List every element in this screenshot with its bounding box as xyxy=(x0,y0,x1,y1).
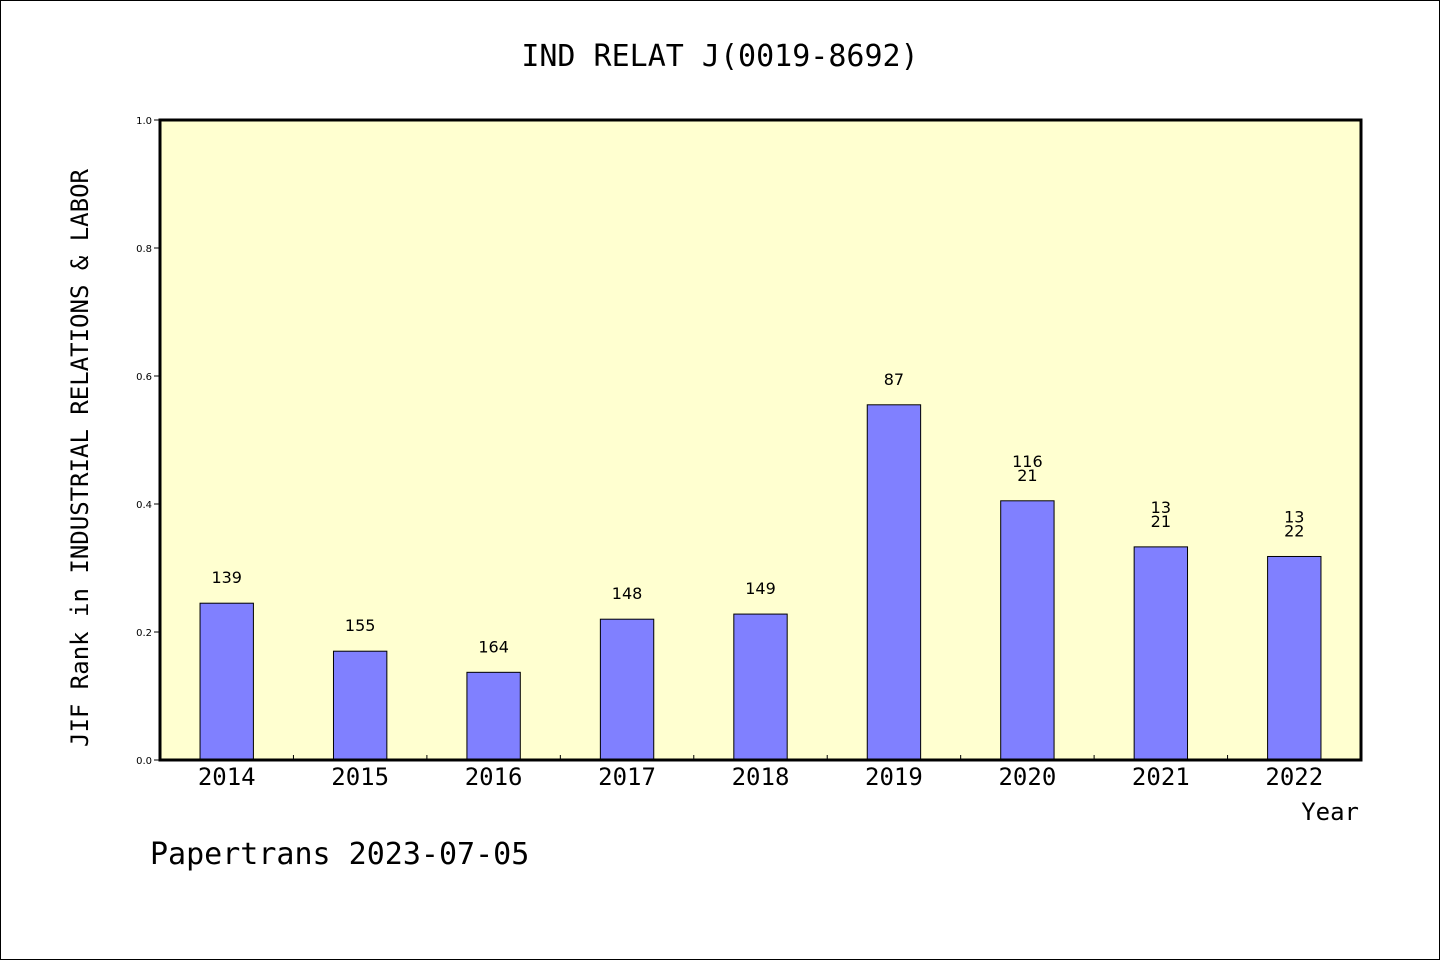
x-tick-label: 2021 xyxy=(1132,763,1190,791)
bar-2014 xyxy=(199,602,254,761)
bar-2017 xyxy=(599,618,655,761)
data-label: 13 xyxy=(1151,498,1171,517)
x-tick-label: 2014 xyxy=(198,763,256,791)
data-label: 155 xyxy=(345,616,376,635)
data-label: 21 xyxy=(1017,466,1037,485)
y-tick-label: 0.6 xyxy=(136,372,152,383)
y-tick-label: 0.0 xyxy=(136,756,152,767)
y-axis-label: JIF Rank in INDUSTRIAL RELATIONS & LABOR xyxy=(66,168,94,747)
data-label: 22 xyxy=(1284,521,1304,540)
x-tick-label: 2020 xyxy=(998,763,1056,791)
bar-2021 xyxy=(1133,546,1189,761)
bar-2019 xyxy=(866,404,922,761)
y-tick-label: 0.2 xyxy=(136,628,152,639)
x-tick-label: 2018 xyxy=(732,763,790,791)
bar-2016 xyxy=(466,671,521,761)
x-axis-label: Year xyxy=(1301,798,1359,826)
chart-title: IND RELAT J(0019-8692) xyxy=(521,39,918,74)
plot-border xyxy=(158,118,1363,762)
y-tick-label: 1.0 xyxy=(136,116,152,127)
data-label: 148 xyxy=(612,584,643,603)
x-tick-label: 2016 xyxy=(465,763,523,791)
footer-watermark: Papertrans 2023-07-05 xyxy=(150,837,529,872)
data-label: 13 xyxy=(1284,507,1304,526)
data-label: 139 xyxy=(211,568,242,587)
bar-2022 xyxy=(1267,555,1322,761)
x-tick-label: 2015 xyxy=(331,763,389,791)
data-label: 116 xyxy=(1012,452,1043,471)
bar-2018 xyxy=(733,613,788,761)
y-tick-label: 0.4 xyxy=(136,500,152,511)
y-tick-label: 0.8 xyxy=(136,244,152,255)
x-tick-label: 2019 xyxy=(865,763,923,791)
data-label: 87 xyxy=(884,370,904,389)
x-tick-label: 2022 xyxy=(1265,763,1323,791)
bar-2015 xyxy=(332,650,388,761)
data-label: 164 xyxy=(478,637,509,656)
data-label: 149 xyxy=(745,579,776,598)
data-label: 21 xyxy=(1151,512,1171,531)
bar-2020 xyxy=(1000,500,1055,761)
x-tick-label: 2017 xyxy=(598,763,656,791)
